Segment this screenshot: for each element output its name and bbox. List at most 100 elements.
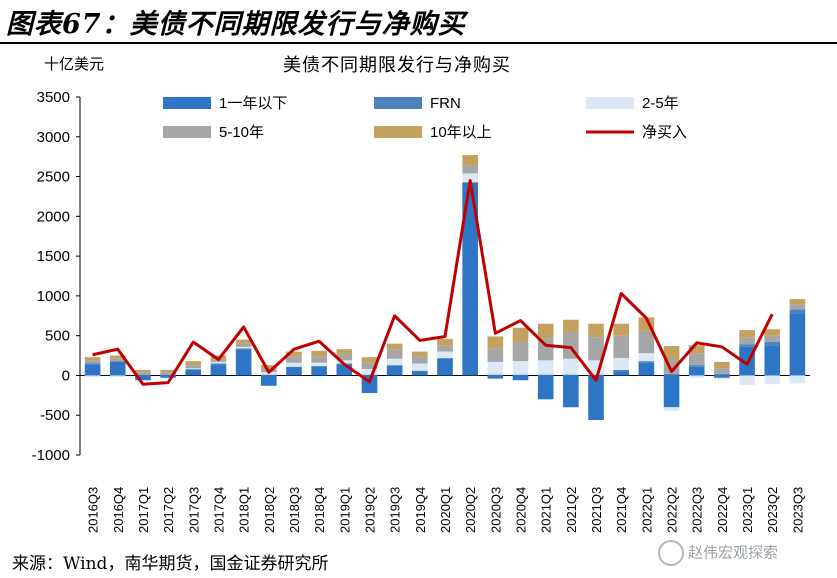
bar-segment bbox=[361, 369, 378, 375]
x-tick-label: 2017Q3 bbox=[186, 487, 201, 533]
legend-label: 净买入 bbox=[642, 124, 687, 141]
bar-segment bbox=[386, 358, 403, 366]
bar-segment bbox=[437, 357, 453, 359]
bar-segment bbox=[613, 371, 630, 376]
y-tick-label: -500 bbox=[40, 407, 70, 424]
x-tick-label: 2019Q4 bbox=[413, 487, 428, 533]
x-tick-label: 2018Q1 bbox=[237, 487, 252, 533]
y-tick-label: 1500 bbox=[37, 248, 70, 265]
bar-segment bbox=[663, 407, 680, 411]
chart-axes: -1000 -500 0 500 1000 1500 2000 2500 3000 3500 201… bbox=[32, 89, 810, 533]
x-tick-label: 2022Q3 bbox=[690, 487, 705, 533]
bar-segment bbox=[764, 375, 781, 385]
bar-segment bbox=[235, 349, 252, 376]
x-tick-label: 2018Q2 bbox=[262, 487, 277, 533]
figure-title: 图表67：美债不同期限发行与净购买 bbox=[6, 9, 466, 40]
legend-label: 5-10年 bbox=[219, 124, 264, 141]
bar-segment bbox=[135, 375, 151, 381]
y-tick-label: 500 bbox=[45, 328, 70, 345]
bar-segment bbox=[109, 375, 126, 378]
y-tick-label: 0 bbox=[62, 367, 70, 384]
bar-segment bbox=[361, 357, 378, 363]
x-tick-label: 2022Q1 bbox=[639, 487, 654, 533]
legend-label: 2-5年 bbox=[642, 95, 679, 112]
bar-segment bbox=[487, 361, 504, 375]
x-tick-label: 2021Q1 bbox=[539, 487, 554, 533]
x-tick-label: 2023Q1 bbox=[740, 487, 755, 533]
bar-segment bbox=[613, 335, 630, 358]
bar-segment bbox=[613, 357, 630, 370]
x-tick-label: 2020Q4 bbox=[514, 487, 529, 533]
bar-segment bbox=[109, 361, 126, 376]
bar-segment bbox=[714, 377, 730, 380]
x-tick-label: 2021Q4 bbox=[614, 487, 629, 533]
bar-segment bbox=[386, 365, 403, 376]
y-axis-unit-label: 十亿美元 bbox=[44, 55, 105, 73]
bar-segment bbox=[109, 361, 126, 362]
x-tick-label: 2018Q4 bbox=[312, 487, 327, 533]
bar-segment bbox=[412, 371, 428, 376]
bar-segment bbox=[764, 345, 781, 376]
x-tick-label: 2019Q3 bbox=[388, 487, 403, 533]
bar-segment bbox=[336, 360, 353, 364]
bar-segment bbox=[613, 323, 630, 336]
bar-segment bbox=[109, 358, 126, 362]
legend-swatch bbox=[163, 97, 211, 109]
bar-segment bbox=[714, 361, 730, 369]
bar-segment bbox=[588, 337, 604, 361]
x-tick-label: 2019Q2 bbox=[362, 487, 377, 533]
bar-segment bbox=[537, 323, 554, 339]
bar-segment bbox=[260, 374, 277, 376]
bar-segment bbox=[688, 375, 705, 378]
bar-segment bbox=[688, 366, 705, 376]
bar-segment bbox=[386, 349, 403, 359]
bar-segment bbox=[789, 375, 806, 384]
x-tick-label: 2023Q3 bbox=[790, 487, 805, 533]
bar-segment bbox=[563, 319, 579, 333]
bar-segment bbox=[663, 373, 680, 376]
x-tick-label: 2017Q1 bbox=[136, 487, 151, 533]
bar-segment bbox=[109, 355, 126, 359]
bar-segment bbox=[512, 375, 529, 381]
bar-segment bbox=[412, 351, 428, 357]
bar-segment bbox=[84, 363, 101, 365]
bar-segment bbox=[361, 362, 378, 370]
bar-segment bbox=[487, 374, 504, 376]
x-tick-label: 2016Q3 bbox=[86, 487, 101, 533]
bar-segment bbox=[462, 165, 478, 174]
bar-segment bbox=[185, 368, 202, 370]
legend-swatch bbox=[374, 97, 422, 109]
bar-segment bbox=[286, 362, 302, 367]
x-tick-label: 2019Q1 bbox=[337, 487, 352, 533]
chart-bars bbox=[84, 155, 806, 420]
bar-segment bbox=[185, 369, 202, 376]
net-purchase-line bbox=[92, 179, 774, 386]
bar-segment bbox=[311, 366, 327, 376]
bar-segment bbox=[512, 327, 529, 343]
bar-segment bbox=[336, 349, 353, 354]
bar-segment bbox=[537, 338, 554, 361]
bar-segment bbox=[462, 155, 478, 166]
bar-segment bbox=[412, 370, 428, 372]
bar-segment bbox=[286, 366, 302, 368]
bar-segment bbox=[688, 365, 705, 367]
legend-swatch bbox=[374, 126, 422, 138]
bar-segment bbox=[235, 339, 252, 344]
bar-segment bbox=[235, 346, 252, 349]
bar-segment bbox=[311, 365, 327, 367]
bar-segment bbox=[185, 369, 202, 370]
bar-segment bbox=[160, 369, 176, 373]
x-tick-label: 2023Q2 bbox=[765, 487, 780, 533]
bar-segment bbox=[311, 362, 327, 366]
y-tick-label: 3500 bbox=[37, 89, 70, 106]
bar-segment bbox=[311, 350, 327, 357]
source-note: 来源：Wind，南华期货，国金证券研究所 bbox=[12, 554, 329, 574]
bar-segment bbox=[663, 375, 680, 408]
bar-segment bbox=[437, 345, 453, 352]
bar-segment bbox=[210, 363, 227, 365]
bar-segment bbox=[663, 346, 680, 360]
bar-segment bbox=[487, 348, 504, 362]
bar-segment bbox=[462, 182, 478, 376]
bar-segment bbox=[613, 369, 630, 372]
x-tick-label: 2020Q2 bbox=[463, 487, 478, 533]
